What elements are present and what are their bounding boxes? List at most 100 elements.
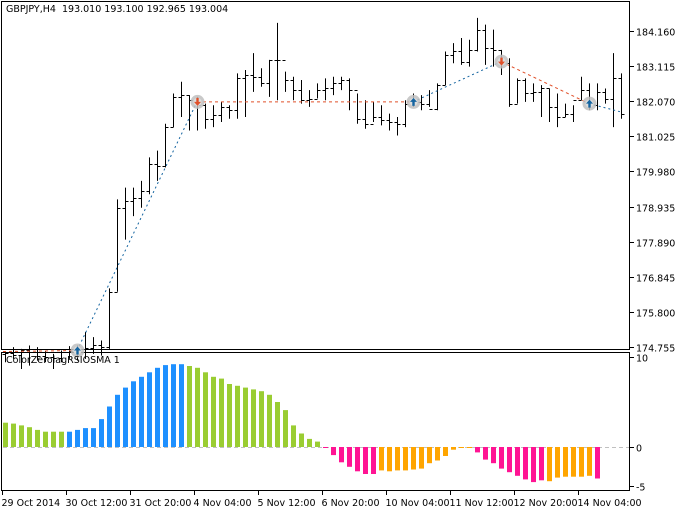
price-panel-border [1, 1, 630, 350]
arrow-down-icon [498, 57, 505, 66]
ohlc-bar [426, 90, 433, 110]
zigzag-segment [76, 101, 198, 351]
histogram-bar [587, 447, 592, 476]
price-tick-label: 179.980 [636, 168, 675, 179]
histogram-bar [299, 433, 304, 447]
histogram-bar [555, 447, 560, 478]
ohlc-bar [50, 353, 57, 370]
ohlc-bar [346, 78, 353, 111]
price-tick-label: 178.935 [636, 204, 675, 215]
price-tick-label: 176.845 [636, 274, 675, 285]
histogram-bar [363, 447, 368, 474]
ohlc-bar [146, 157, 153, 195]
histogram-bar [3, 422, 8, 447]
histogram-bar [467, 447, 472, 448]
price-tick-label: 177.890 [636, 239, 675, 250]
histogram-bar [35, 429, 40, 447]
indicator-panel-border [1, 352, 630, 491]
arrow-up-icon [586, 99, 593, 108]
indicator-axis: 10 0 -5 [630, 354, 648, 494]
histogram-bar [147, 372, 152, 447]
histogram-bar [499, 447, 504, 469]
indicator-histogram [3, 364, 629, 483]
time-tick-label: 31 Oct 20:00 [130, 498, 192, 509]
ohlc-bar [114, 199, 121, 293]
histogram-bar [323, 447, 328, 448]
histogram-bar [27, 427, 32, 447]
swing-markers [70, 54, 597, 358]
histogram-bar [139, 376, 144, 447]
indicator-tick-label: -5 [636, 483, 645, 494]
ohlc-bar [90, 337, 97, 354]
ohlc-bar [298, 80, 305, 104]
histogram-bar [579, 447, 584, 477]
histogram-bar [371, 447, 376, 474]
ohlc-bar [506, 58, 513, 107]
histogram-bar [83, 428, 88, 447]
ohlc-bar [338, 76, 345, 91]
ohlc-bar [322, 78, 329, 101]
ohlc-bar [466, 39, 473, 67]
histogram-bar [235, 385, 240, 447]
histogram-bar [99, 419, 104, 447]
histogram-bar [227, 384, 232, 447]
histogram-bar [51, 431, 56, 447]
histogram-bar [395, 447, 400, 471]
zigzag-line [2, 61, 622, 353]
histogram-bar [523, 447, 528, 480]
ohlc-bar [282, 60, 289, 92]
time-tick-label: 6 Nov 20:00 [322, 498, 380, 509]
ohlc-bar [378, 105, 385, 126]
ohlc-bar [202, 103, 209, 129]
price-tick-label: 175.800 [636, 309, 675, 320]
histogram-bar [11, 423, 16, 447]
ohlc-bar [274, 22, 281, 101]
ohlc-bar [42, 351, 49, 363]
histogram-bar [515, 447, 520, 476]
histogram-bar [59, 431, 64, 447]
histogram-bar [483, 447, 488, 460]
arrow-down-icon [194, 97, 201, 106]
ohlc-bar [18, 348, 25, 370]
histogram-bar [243, 387, 248, 447]
ohlc-bar [162, 123, 169, 168]
histogram-bar [475, 447, 480, 453]
ohlc-bar [554, 93, 561, 128]
histogram-bar [155, 367, 160, 447]
histogram-bar [307, 438, 312, 447]
ohlc-bar [546, 88, 553, 123]
ohlc-bar [442, 51, 449, 86]
ohlc-bar [122, 187, 129, 240]
indicator-tick-label: 0 [636, 444, 642, 455]
histogram-bar [203, 372, 208, 447]
histogram-bar [531, 447, 536, 483]
zigzag-segment [412, 61, 502, 103]
time-tick-label: 12 Nov 20:00 [514, 498, 578, 509]
time-tick-label: 30 Oct 12:00 [66, 498, 128, 509]
histogram-bar [219, 378, 224, 447]
ohlc-bar [218, 101, 225, 123]
ohlc-bar [178, 81, 185, 118]
time-tick-label: 10 Nov 04:00 [386, 498, 450, 509]
ohlc-bar [602, 88, 609, 104]
price-bars [2, 17, 625, 370]
ohlc-bar [226, 105, 233, 119]
ohlc-bar [482, 24, 489, 65]
ohlc-bar [370, 101, 377, 125]
ohlc-bar [242, 69, 249, 118]
histogram-bar [267, 394, 272, 447]
ohlc-bar [130, 187, 137, 217]
ohlc-bar [530, 83, 537, 102]
ohlc-bar [434, 83, 441, 111]
histogram-bar [331, 447, 336, 456]
time-tick-label: 4 Nov 04:00 [194, 498, 252, 509]
price-axis: 184.160 183.115 182.070 181.025 179.980 178.9… [630, 28, 675, 355]
ohlc-bar [354, 90, 361, 124]
ohlc-bar [290, 76, 297, 101]
histogram-bar [315, 441, 320, 447]
histogram-bar [547, 447, 552, 482]
histogram-bar [411, 447, 416, 470]
ohlc-bar [170, 93, 177, 128]
time-tick-label: 29 Oct 2014 [2, 498, 61, 509]
